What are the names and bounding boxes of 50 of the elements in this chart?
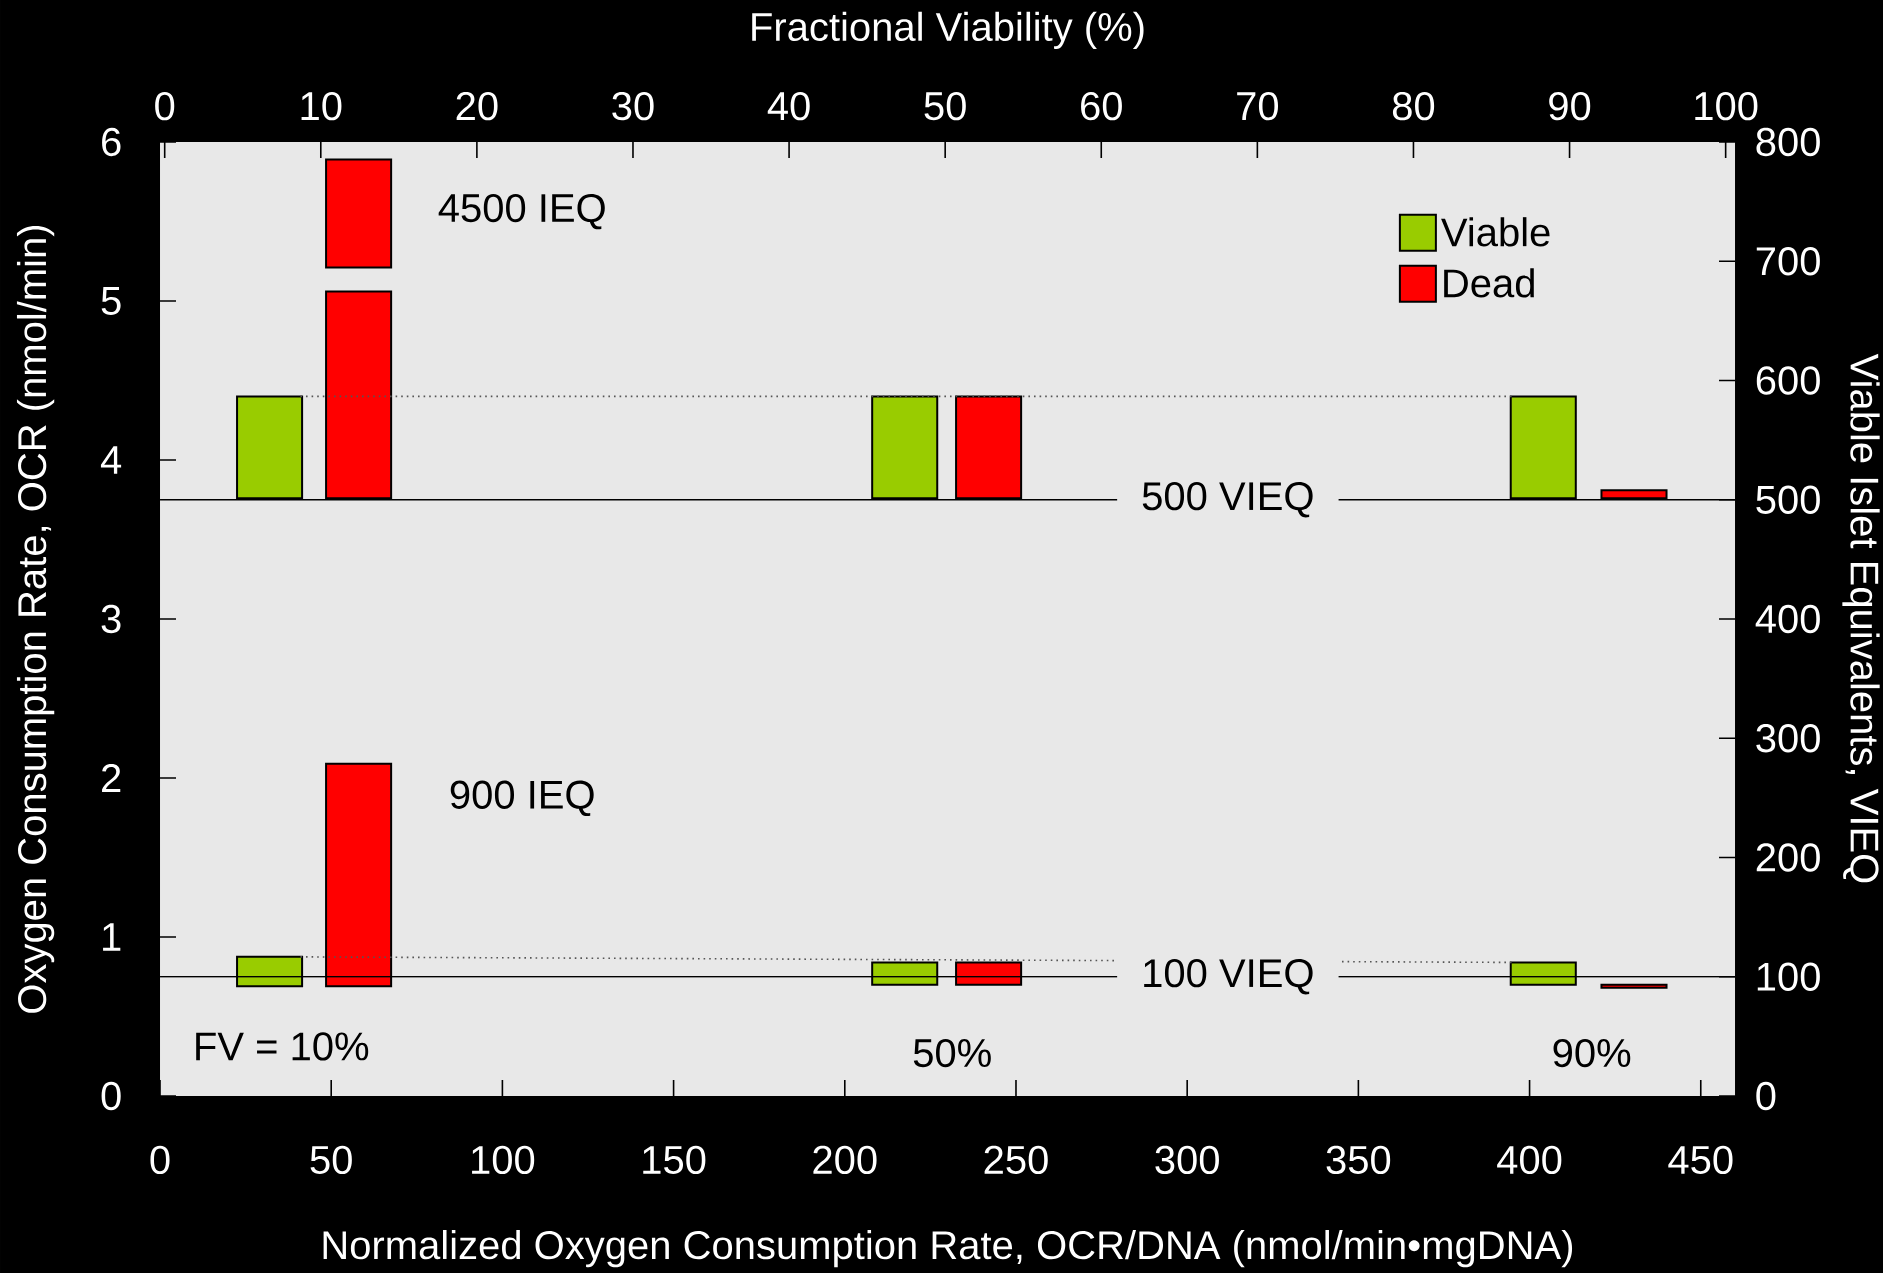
y-axis-title: Oxygen Consumption Rate, OCR (nmol/min) <box>16 225 55 1013</box>
y2-tick-label: 700 <box>1756 247 1820 276</box>
x2-tick-label: 10 <box>301 91 342 121</box>
x-tick-label: 450 <box>1668 1145 1733 1175</box>
y-tick-label: 3 <box>101 604 121 634</box>
x-tick-label: 350 <box>1326 1145 1391 1175</box>
legend-label: Viable <box>1441 217 1550 247</box>
y-tick-label: 2 <box>102 764 121 792</box>
x2-tick-label: 40 <box>767 91 810 121</box>
ref-line-label: 100 VIEQ <box>1144 959 1313 995</box>
y-tick-label: 5 <box>101 287 121 315</box>
x-tick-label: 200 <box>813 1145 877 1175</box>
annotation: 50% <box>913 1038 991 1068</box>
y-tick-label: 4 <box>100 446 122 474</box>
x2-tick-label: 80 <box>1392 91 1435 121</box>
y2-tick-label: 200 <box>1756 843 1820 872</box>
x-tick-label: 150 <box>643 1145 706 1175</box>
x2-tick-label: 70 <box>1237 91 1279 121</box>
x-tick-label: 300 <box>1155 1145 1219 1175</box>
y-tick-label: 0 <box>101 1081 121 1111</box>
x-tick-label: 0 <box>150 1145 170 1175</box>
y2-tick-label: 500 <box>1756 485 1820 514</box>
x-tick-label: 50 <box>310 1145 352 1175</box>
x2-tick-label: 0 <box>155 91 175 121</box>
y2-tick-label: 0 <box>1756 1081 1776 1111</box>
y-tick-label: 1 <box>103 923 121 951</box>
y2-axis-title: Viable Islet Equivalents, VIEQ <box>1842 353 1880 883</box>
x2-tick-label: 20 <box>456 91 498 121</box>
y2-tick-label: 400 <box>1755 604 1820 634</box>
x2-tick-label: 90 <box>1549 91 1591 121</box>
x2-tick-label: 60 <box>1081 91 1122 121</box>
annotation: FV = 10% <box>196 1032 369 1061</box>
x2-tick-label: 50 <box>924 91 966 121</box>
ref-line-label: 500 VIEQ <box>1142 482 1313 518</box>
x-tick-label: 400 <box>1497 1145 1562 1175</box>
annotation: 90% <box>1553 1038 1631 1068</box>
legend-label: Dead <box>1444 268 1534 298</box>
y2-tick-label: 800 <box>1756 127 1820 157</box>
annotation: 900 IEQ <box>450 780 594 817</box>
y2-tick-label: 300 <box>1756 724 1820 753</box>
annotation: 4500 IEQ <box>438 193 605 230</box>
x-axis-title: Normalized Oxygen Consumption Rate, OCR/DNA (nmol/min•mgDNA) <box>323 1229 1573 1268</box>
x2-tick-label: 100 <box>1695 91 1758 121</box>
x-tick-label: 250 <box>984 1145 1048 1175</box>
x-tick-label: 100 <box>472 1145 535 1175</box>
y2-tick-label: 600 <box>1756 366 1820 395</box>
y-tick-label: 6 <box>102 127 121 157</box>
x2-tick-label: 30 <box>612 91 654 121</box>
y2-tick-label: 100 <box>1757 962 1820 991</box>
x2-axis-title: Fractional Viability (%) <box>752 11 1144 50</box>
